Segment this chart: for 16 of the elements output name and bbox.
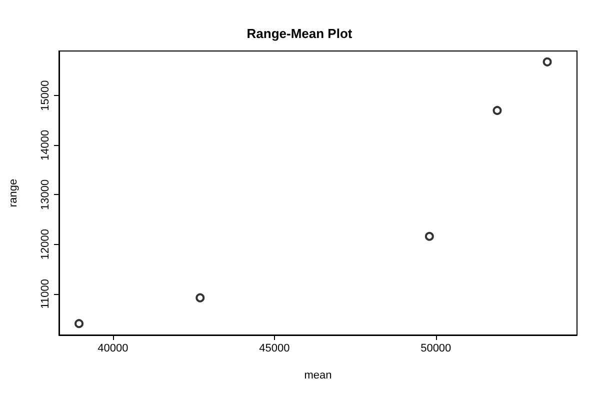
point (196, 293, 205, 302)
x-tick-label: 45000 (259, 342, 290, 354)
x-tick-label: 40000 (98, 342, 128, 354)
point (74, 319, 84, 328)
y-tick-label: 11000 (40, 278, 52, 309)
y-axis-title: range (8, 178, 20, 208)
point (492, 106, 502, 115)
x-tick-label: 50000 (420, 342, 452, 354)
y-tick-label: 12000 (40, 229, 52, 260)
y-tick-label: 13000 (40, 179, 52, 210)
point (542, 57, 552, 66)
x-axis-title: mean (304, 370, 332, 382)
y-tick-label: 15000 (40, 80, 52, 111)
y-tick-label: 14000 (40, 130, 52, 160)
chart-title: Range-Mean Plot (246, 26, 353, 41)
point (424, 232, 434, 241)
